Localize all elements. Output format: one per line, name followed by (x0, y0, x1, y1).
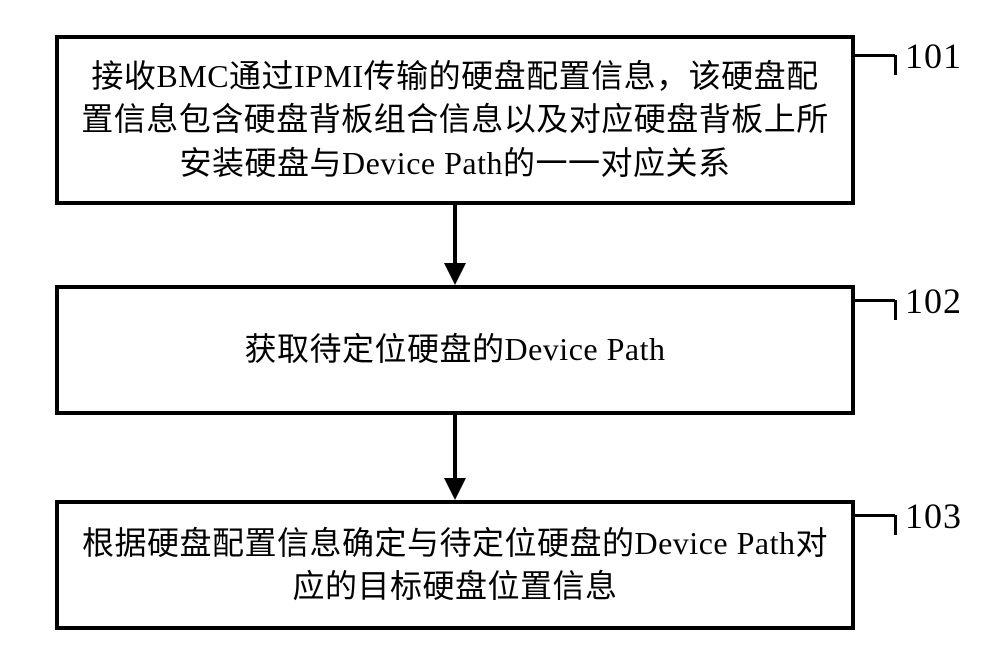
step-label-101: 101 (905, 35, 962, 77)
step-label-102: 102 (905, 280, 962, 322)
arrow-down-icon (444, 478, 466, 500)
flowchart-canvas: 接收BMC通过IPMI传输的硬盘配置信息，该硬盘配置信息包含硬盘背板组合信息以及… (0, 0, 1000, 660)
flow-step-2: 获取待定位硬盘的Device Path (55, 285, 855, 415)
flow-step-1-text: 接收BMC通过IPMI传输的硬盘配置信息，该硬盘配置信息包含硬盘背板组合信息以及… (79, 55, 831, 185)
flow-step-3: 根据硬盘配置信息确定与待定位硬盘的Device Path对应的目标硬盘位置信息 (55, 500, 855, 630)
step-label-103: 103 (905, 495, 962, 537)
flow-step-1: 接收BMC通过IPMI传输的硬盘配置信息，该硬盘配置信息包含硬盘背板组合信息以及… (55, 35, 855, 205)
flow-step-3-text: 根据硬盘配置信息确定与待定位硬盘的Device Path对应的目标硬盘位置信息 (79, 522, 831, 608)
arrow-down-icon (444, 263, 466, 285)
flow-step-2-text: 获取待定位硬盘的Device Path (244, 328, 665, 371)
